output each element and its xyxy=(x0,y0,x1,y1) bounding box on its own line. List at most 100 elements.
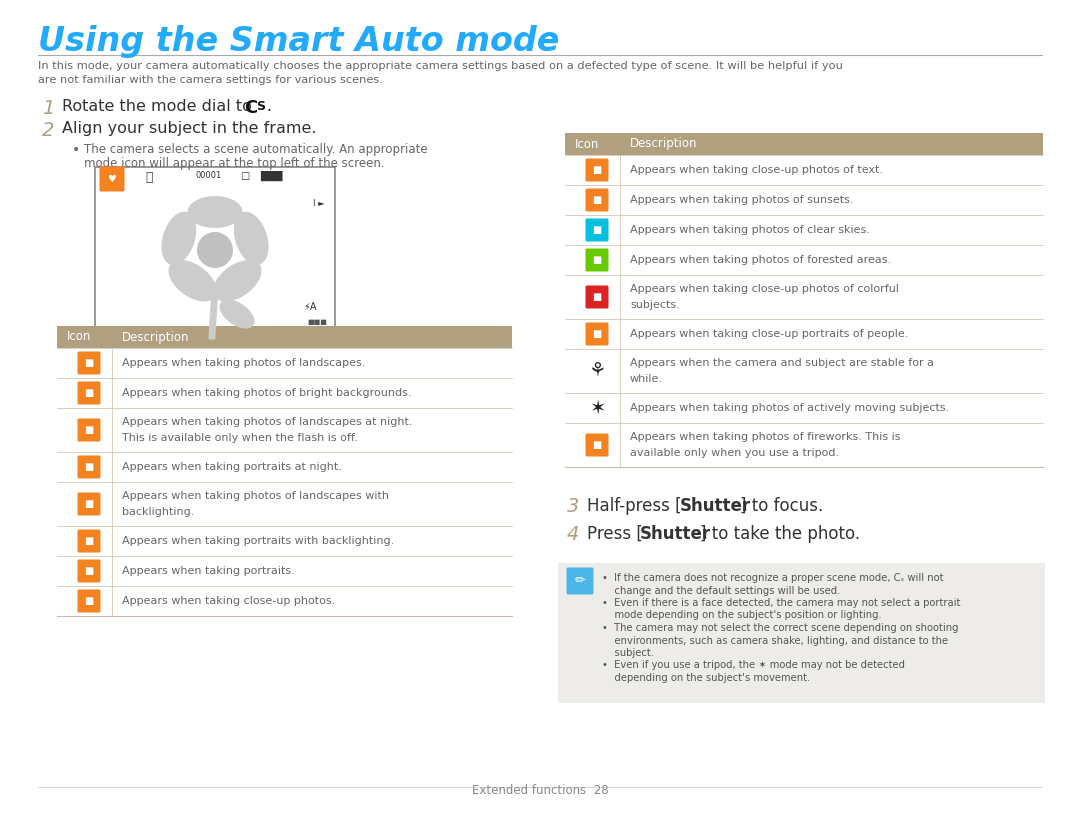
Text: subjects.: subjects. xyxy=(630,300,679,310)
FancyBboxPatch shape xyxy=(78,530,100,553)
Text: Appears when the camera and subject are stable for a: Appears when the camera and subject are … xyxy=(630,358,934,368)
Text: •  Even if you use a tripod, the ✶ mode may not be detected: • Even if you use a tripod, the ✶ mode m… xyxy=(602,660,905,671)
Text: 1: 1 xyxy=(42,99,54,118)
Text: Appears when taking portraits.: Appears when taking portraits. xyxy=(122,566,295,576)
Text: ■: ■ xyxy=(84,425,94,435)
Text: ███: ███ xyxy=(260,171,283,181)
Text: Appears when taking photos of bright backgrounds.: Appears when taking photos of bright bac… xyxy=(122,388,411,398)
Text: Using the Smart Auto mode: Using the Smart Auto mode xyxy=(38,25,559,58)
Text: Shutter: Shutter xyxy=(640,525,711,543)
Text: ] to focus.: ] to focus. xyxy=(740,497,823,515)
Text: ✏: ✏ xyxy=(575,575,585,588)
Text: ■: ■ xyxy=(592,195,602,205)
Text: Appears when taking close-up photos of colorful: Appears when taking close-up photos of c… xyxy=(630,284,899,294)
FancyBboxPatch shape xyxy=(78,351,100,375)
FancyBboxPatch shape xyxy=(567,567,594,594)
Text: change and the default settings will be used.: change and the default settings will be … xyxy=(602,585,840,596)
Text: Shutter: Shutter xyxy=(680,497,751,515)
Text: Appears when taking photos of landscapes.: Appears when taking photos of landscapes… xyxy=(122,358,365,368)
Text: ■: ■ xyxy=(592,255,602,265)
Text: Appears when taking photos of clear skies.: Appears when taking photos of clear skie… xyxy=(630,225,869,235)
Text: while.: while. xyxy=(630,374,663,384)
Text: Appears when taking photos of forested areas.: Appears when taking photos of forested a… xyxy=(630,255,891,265)
Text: are not familiar with the camera settings for various scenes.: are not familiar with the camera setting… xyxy=(38,75,383,85)
Text: ■: ■ xyxy=(84,358,94,368)
FancyBboxPatch shape xyxy=(585,434,608,456)
FancyBboxPatch shape xyxy=(585,188,608,212)
Text: 00001: 00001 xyxy=(195,171,221,180)
FancyBboxPatch shape xyxy=(78,492,100,516)
FancyBboxPatch shape xyxy=(585,158,608,182)
Text: •: • xyxy=(72,143,80,157)
Text: The camera selects a scene automatically. An appropriate: The camera selects a scene automatically… xyxy=(84,143,428,156)
Text: ■: ■ xyxy=(592,165,602,175)
Text: ■: ■ xyxy=(592,225,602,235)
FancyBboxPatch shape xyxy=(585,249,608,271)
Text: Icon: Icon xyxy=(67,331,92,343)
Text: I ►: I ► xyxy=(313,199,325,208)
FancyBboxPatch shape xyxy=(78,589,100,613)
Text: ♥: ♥ xyxy=(108,174,117,184)
Text: environments, such as camera shake, lighting, and distance to the: environments, such as camera shake, ligh… xyxy=(602,636,948,645)
Text: Appears when taking close-up photos of text.: Appears when taking close-up photos of t… xyxy=(630,165,883,175)
Text: mode depending on the subject's position or lighting.: mode depending on the subject's position… xyxy=(602,610,881,620)
Text: Appears when taking close-up portraits of people.: Appears when taking close-up portraits o… xyxy=(630,329,908,339)
Text: subject.: subject. xyxy=(602,648,654,658)
Text: Appears when taking portraits with backlighting.: Appears when taking portraits with backl… xyxy=(122,536,394,546)
Text: □: □ xyxy=(240,171,249,181)
Text: Appears when taking photos of landscapes with: Appears when taking photos of landscapes… xyxy=(122,491,389,501)
Text: S: S xyxy=(256,100,265,113)
FancyBboxPatch shape xyxy=(78,381,100,404)
Text: .: . xyxy=(266,99,271,114)
Text: Align your subject in the frame.: Align your subject in the frame. xyxy=(62,121,316,136)
Ellipse shape xyxy=(213,260,261,302)
Text: •  Even if there is a face detected, the camera may not select a portrait: • Even if there is a face detected, the … xyxy=(602,598,960,608)
Text: Icon: Icon xyxy=(575,138,599,151)
Text: •  The camera may not select the correct scene depending on shooting: • The camera may not select the correct … xyxy=(602,623,959,633)
Text: Extended functions  28: Extended functions 28 xyxy=(472,784,608,797)
FancyBboxPatch shape xyxy=(99,166,124,192)
Text: Appears when taking photos of sunsets.: Appears when taking photos of sunsets. xyxy=(630,195,853,205)
Text: Appears when taking close-up photos.: Appears when taking close-up photos. xyxy=(122,596,335,606)
Text: Press [: Press [ xyxy=(588,525,643,543)
Text: In this mode, your camera automatically chooses the appropriate camera settings : In this mode, your camera automatically … xyxy=(38,61,842,71)
Bar xyxy=(558,563,1045,703)
Text: mode icon will appear at the top left of the screen.: mode icon will appear at the top left of… xyxy=(84,157,384,170)
Text: Half-press [: Half-press [ xyxy=(588,497,681,515)
Text: ■: ■ xyxy=(84,462,94,472)
Text: ] to take the photo.: ] to take the photo. xyxy=(700,525,860,543)
Ellipse shape xyxy=(219,299,255,328)
FancyBboxPatch shape xyxy=(585,218,608,241)
Text: ■■■: ■■■ xyxy=(307,319,327,325)
Text: Description: Description xyxy=(630,138,698,151)
Text: Appears when taking photos of fireworks. This is: Appears when taking photos of fireworks.… xyxy=(630,432,901,442)
Text: ⚘: ⚘ xyxy=(589,362,606,381)
Bar xyxy=(95,167,335,342)
Text: ■: ■ xyxy=(84,596,94,606)
FancyBboxPatch shape xyxy=(78,418,100,442)
Text: 2: 2 xyxy=(42,121,54,140)
Text: Description: Description xyxy=(122,331,189,343)
Text: ⌖: ⌖ xyxy=(145,171,152,184)
Text: Appears when taking photos of landscapes at night.: Appears when taking photos of landscapes… xyxy=(122,417,413,427)
Ellipse shape xyxy=(161,212,197,265)
Ellipse shape xyxy=(188,196,243,228)
Text: ■: ■ xyxy=(84,536,94,546)
Text: 3: 3 xyxy=(567,497,579,516)
Ellipse shape xyxy=(233,212,269,265)
Text: ■: ■ xyxy=(84,388,94,398)
Text: available only when you use a tripod.: available only when you use a tripod. xyxy=(630,448,839,458)
Ellipse shape xyxy=(168,260,217,302)
Text: ■: ■ xyxy=(592,440,602,450)
Text: depending on the subject's movement.: depending on the subject's movement. xyxy=(602,673,810,683)
Text: backlighting.: backlighting. xyxy=(122,507,194,517)
Text: Appears when taking portraits at night.: Appears when taking portraits at night. xyxy=(122,462,342,472)
Text: ■: ■ xyxy=(84,566,94,576)
Circle shape xyxy=(197,232,233,268)
Text: ✶: ✶ xyxy=(589,399,605,417)
FancyBboxPatch shape xyxy=(585,285,608,309)
Text: This is available only when the flash is off.: This is available only when the flash is… xyxy=(122,433,357,443)
FancyBboxPatch shape xyxy=(78,560,100,583)
Bar xyxy=(57,326,512,348)
Text: •  If the camera does not recognize a proper scene mode, Cₛ will not: • If the camera does not recognize a pro… xyxy=(602,573,944,583)
